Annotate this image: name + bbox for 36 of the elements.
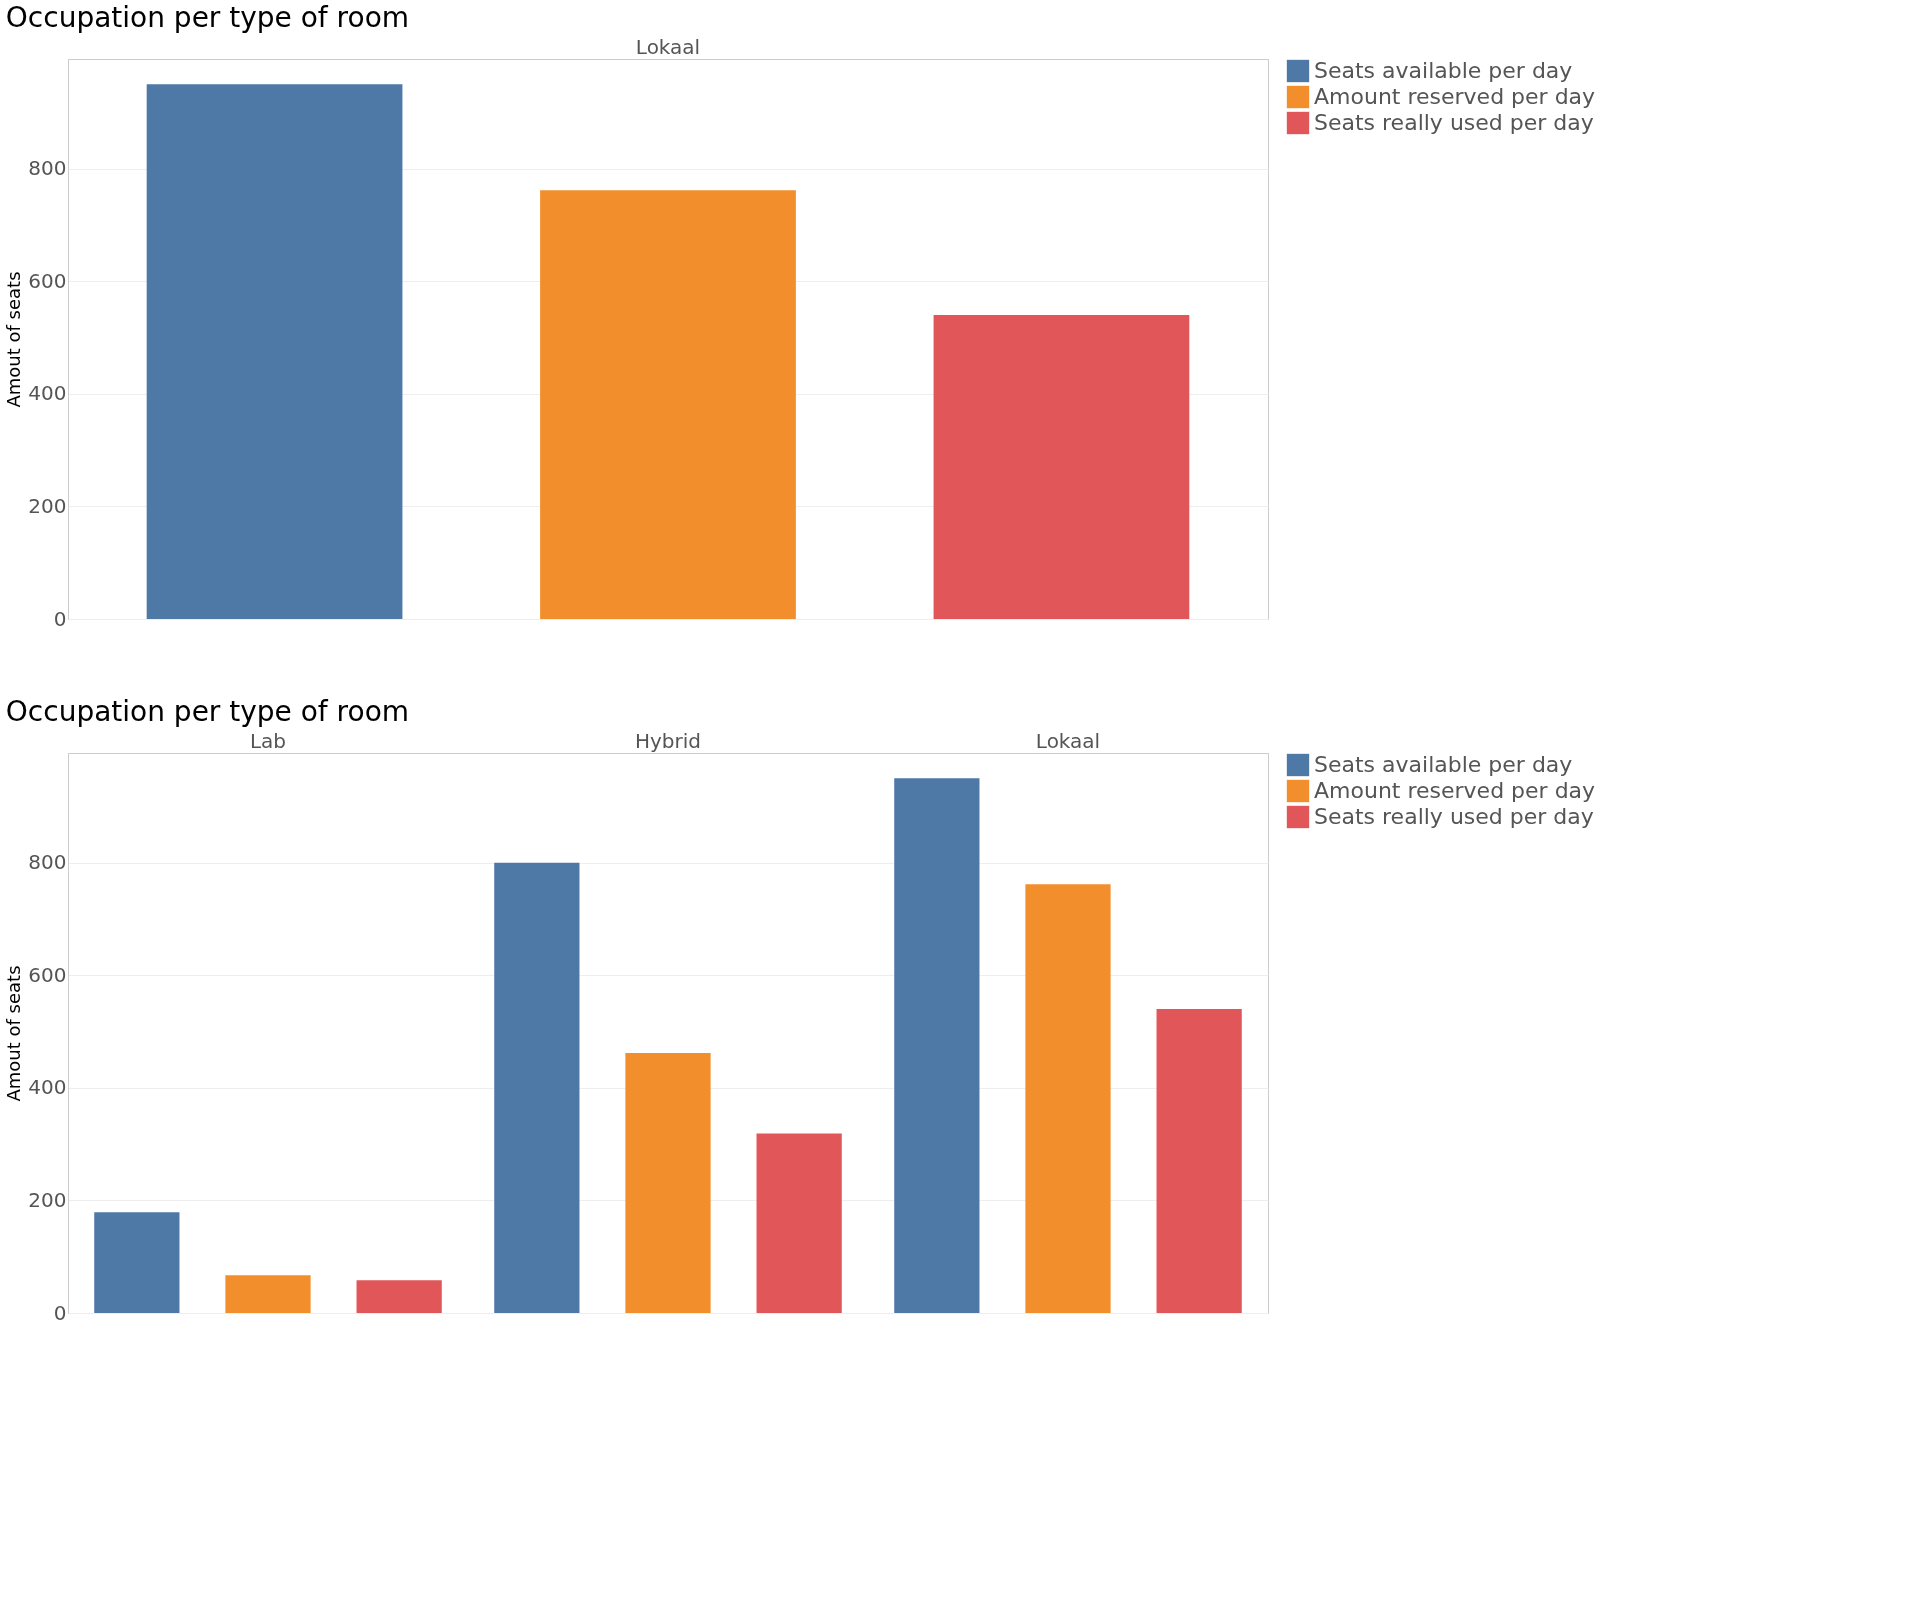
- bar: [540, 190, 796, 619]
- legend-label: Seats available per day: [1314, 752, 1573, 777]
- chart-title: Occupation per type of room: [5, 695, 410, 728]
- y-tick-label: 200: [28, 1187, 67, 1212]
- bar: [225, 1275, 311, 1313]
- x-tick-label: Hybrid: [634, 728, 702, 753]
- chart-title: Occupation per type of room: [5, 1, 410, 34]
- y-tick-label: 0: [53, 1300, 67, 1325]
- y-tick-label: 800: [28, 850, 67, 875]
- bar: [356, 1280, 442, 1313]
- bar: [494, 862, 580, 1313]
- legend-label: Seats really used per day: [1314, 804, 1594, 829]
- y-axis-title: Amout of seats: [3, 271, 25, 408]
- y-tick-label: 0: [53, 606, 67, 631]
- y-tick-label: 800: [28, 156, 67, 181]
- y-tick-label: 200: [28, 493, 67, 518]
- bar: [146, 84, 403, 619]
- legend-label: Seats really used per day: [1314, 110, 1594, 135]
- bar: [756, 1133, 842, 1313]
- bar: [894, 778, 980, 1313]
- legend-label: Amount reserved per day: [1314, 84, 1596, 109]
- legend-label: Amount reserved per day: [1314, 778, 1596, 803]
- x-tick-label: Lokaal: [635, 34, 701, 59]
- bar: [1156, 1009, 1242, 1313]
- y-axis-title: Amout of seats: [3, 965, 25, 1102]
- x-tick-label: Lab: [249, 728, 287, 753]
- x-tick-label: Lokaal: [1035, 728, 1101, 753]
- bar: [625, 1052, 711, 1313]
- bar: [933, 315, 1190, 619]
- y-tick-label: 600: [28, 962, 67, 987]
- bar: [94, 1212, 180, 1313]
- y-tick-label: 600: [28, 268, 67, 293]
- bar: [1025, 884, 1111, 1313]
- legend-label: Seats available per day: [1314, 58, 1573, 83]
- y-tick-label: 400: [28, 1075, 67, 1100]
- y-tick-label: 400: [28, 381, 67, 406]
